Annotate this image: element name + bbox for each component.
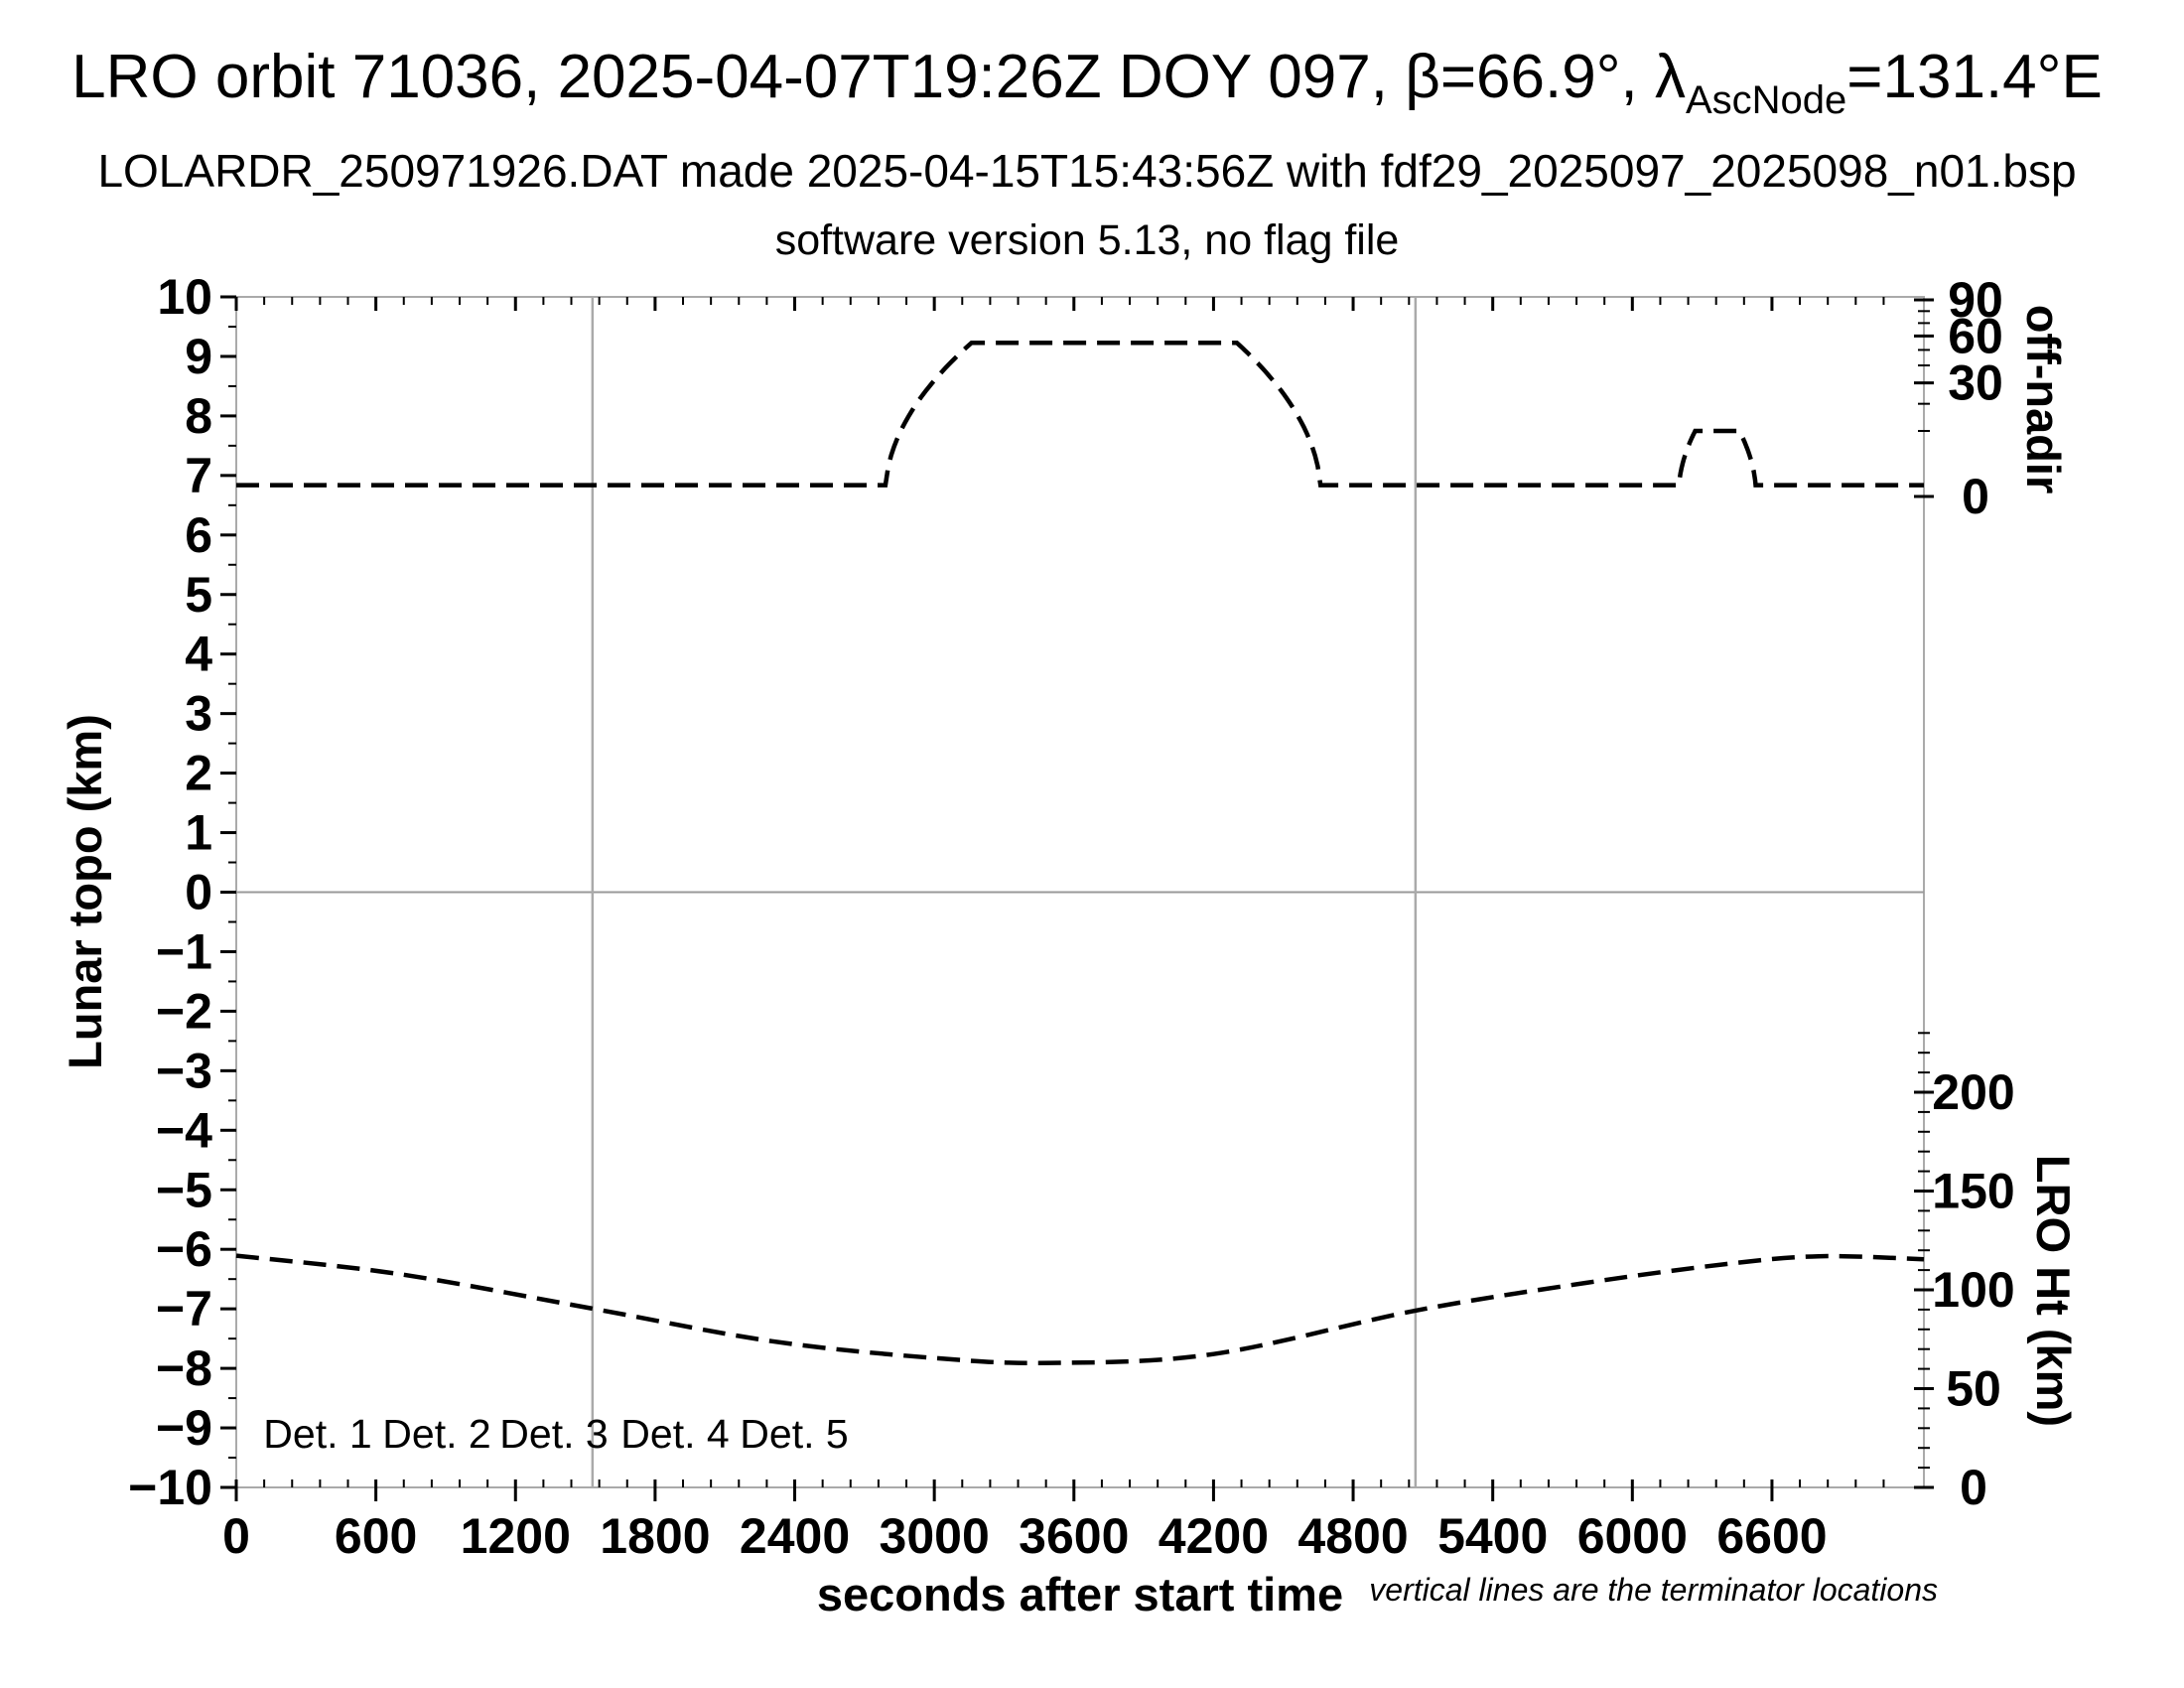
chart-title-main: LRO orbit 71036, 2025-04-07T19:26Z DOY 0… — [71, 43, 1686, 111]
chart-title: LRO orbit 71036, 2025-04-07T19:26Z DOY 0… — [71, 43, 2103, 122]
y-left-tick-label: −10 — [128, 1460, 212, 1515]
y-left-tick-label: 5 — [185, 567, 212, 623]
legend-det-2: Det. 2 — [382, 1411, 490, 1457]
legend-det-3: Det. 3 — [499, 1411, 608, 1457]
y-left-tick-label: 7 — [185, 448, 212, 503]
y-left-tick-label: 10 — [157, 269, 212, 325]
plot-frame — [235, 296, 1925, 1488]
x-axis-title: seconds after start time — [817, 1568, 1343, 1620]
y-left-tick-label: 3 — [185, 686, 212, 742]
y-left-tick-label: 2 — [185, 746, 212, 801]
off-nadir-tick-label: 30 — [1948, 355, 2003, 411]
x-tick-label: 6000 — [1577, 1508, 1688, 1564]
lro-ht-tick-label: 150 — [1932, 1164, 2014, 1219]
legend-det-5: Det. 5 — [740, 1411, 848, 1457]
lro-ht-tick-label: 200 — [1932, 1064, 2014, 1120]
x-tick-label: 5400 — [1437, 1508, 1548, 1564]
y-left-tick-label: 9 — [185, 329, 212, 384]
x-tick-label: 4200 — [1159, 1508, 1269, 1564]
y-left-tick-label: 0 — [185, 865, 212, 920]
lro-ht-tick-label: 0 — [1960, 1460, 1987, 1515]
x-tick-label: 3600 — [1019, 1508, 1129, 1564]
axis-ticks: 0 600 1200 1800 2400 3000 3600 4200 4800 5400 6000… — [128, 269, 2015, 1564]
x-tick-label: 1200 — [461, 1508, 571, 1564]
lro-ht-axis-title: LRO Ht (km) — [2027, 1155, 2080, 1427]
chart-subtitle-file: LOLARDR_250971926.DAT made 2025-04-15T15… — [97, 145, 2076, 197]
off-nadir-tick-label: 90 — [1948, 272, 2003, 328]
chart-subtitle-version: software version 5.13, no flag file — [775, 216, 1400, 264]
y-left-tick-label: −6 — [156, 1221, 212, 1277]
y-left-tick-label: −7 — [156, 1281, 212, 1336]
y-left-tick-label: −1 — [156, 923, 212, 979]
y-left-tick-label: −5 — [156, 1162, 212, 1217]
lro-ht-tick-label: 100 — [1932, 1262, 2014, 1318]
y-left-tick-label: 8 — [185, 388, 212, 444]
y-left-tick-label: −9 — [156, 1400, 212, 1456]
chart-title-subscript: AscNode — [1686, 78, 1846, 122]
x-tick-label: 600 — [335, 1508, 417, 1564]
x-tick-label: 1800 — [600, 1508, 710, 1564]
lro-height-curve — [235, 1253, 1925, 1365]
x-tick-label: 4800 — [1297, 1508, 1408, 1564]
x-tick-label: 6600 — [1716, 1508, 1827, 1564]
y-left-tick-label: 1 — [185, 805, 212, 861]
x-tick-label: 2400 — [740, 1508, 850, 1564]
y-left-tick-label: −3 — [156, 1043, 212, 1098]
y-left-axis-title: Lunar topo (km) — [59, 714, 111, 1069]
y-left-tick-label: −8 — [156, 1340, 212, 1396]
data-curves — [235, 340, 1925, 1365]
legend: Det. 1 Det. 2 Det. 3 Det. 4 Det. 5 — [263, 1411, 848, 1457]
y-left-tick-label: −2 — [156, 983, 212, 1039]
y-left-tick-label: 4 — [185, 627, 212, 682]
legend-det-4: Det. 4 — [620, 1411, 729, 1457]
x-tick-label: 3000 — [880, 1508, 990, 1564]
lro-ht-tick-label: 50 — [1946, 1361, 2001, 1417]
y-left-tick-label: −4 — [156, 1102, 212, 1158]
y-left-tick-label: 6 — [185, 507, 212, 563]
off-nadir-curve — [236, 340, 1924, 488]
off-nadir-tick-label: 60 — [1948, 308, 2003, 363]
chart-title-end: =131.4°E — [1846, 43, 2103, 111]
terminator-footnote: vertical lines are the terminator locati… — [1369, 1572, 1938, 1608]
x-tick-label: 0 — [222, 1508, 250, 1564]
legend-det-1: Det. 1 — [263, 1411, 371, 1457]
off-nadir-axis-title: off-nadir — [2017, 305, 2070, 494]
off-nadir-tick-label: 0 — [1962, 469, 1989, 524]
